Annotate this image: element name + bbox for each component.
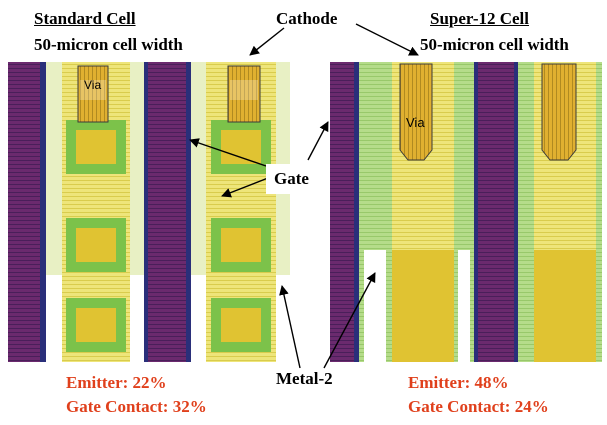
via-right: [541, 63, 577, 161]
via-left: [399, 63, 433, 161]
metal-edge: [144, 62, 148, 362]
standard-cell-layout: [8, 62, 290, 362]
metal-edge: [354, 62, 359, 362]
via-left: [77, 65, 109, 123]
left-cell-title: Standard Cell: [34, 9, 136, 28]
left-cell-subtitle: 50-micron cell width: [34, 35, 183, 54]
cathode-label: Cathode: [276, 9, 338, 28]
cathode-strip: [8, 62, 42, 362]
cathode-strip: [330, 62, 356, 362]
via-right: [227, 65, 261, 123]
right-emitter-stat: Emitter: 48%: [408, 373, 509, 392]
gate-arrow-left: [189, 138, 267, 167]
metal-edge: [40, 62, 46, 362]
callout-arrows: [189, 23, 419, 369]
metal2-label: Metal-2: [276, 369, 333, 388]
emitter-lower: [392, 250, 454, 362]
super12-cell-layout: [330, 62, 602, 362]
right-via-label: Via: [406, 115, 425, 130]
metal2-arrow-right: [323, 272, 376, 369]
gate-arrow-middle: [221, 177, 269, 198]
lower-gap: [458, 250, 470, 362]
metal2-arrow-left: [279, 285, 301, 369]
emitter-lower: [534, 250, 596, 362]
gate-label-box: [266, 164, 320, 194]
metal-edge: [186, 62, 191, 362]
metal-edge: [514, 62, 518, 362]
right-cell-subtitle: 50-micron cell width: [420, 35, 569, 54]
gate-contacts-left: [66, 120, 126, 352]
metal-edge: [474, 62, 478, 362]
gate-label: Gate: [274, 169, 309, 188]
right-cell-title: Super-12 Cell: [430, 9, 530, 28]
left-emitter-stat: Emitter: 22%: [66, 373, 167, 392]
lower-gap: [364, 250, 386, 362]
left-gate-contact-stat: Gate Contact: 32%: [66, 397, 207, 416]
gate-arrow-right: [307, 121, 329, 161]
cathode-strip: [476, 62, 516, 362]
right-gate-contact-stat: Gate Contact: 24%: [408, 397, 549, 416]
cathode-strip: [146, 62, 188, 362]
cathode-arrow-right: [355, 23, 419, 56]
gate-contacts-right: [211, 120, 271, 352]
cathode-arrow-left: [249, 27, 285, 56]
left-via-label: Via: [84, 78, 102, 92]
